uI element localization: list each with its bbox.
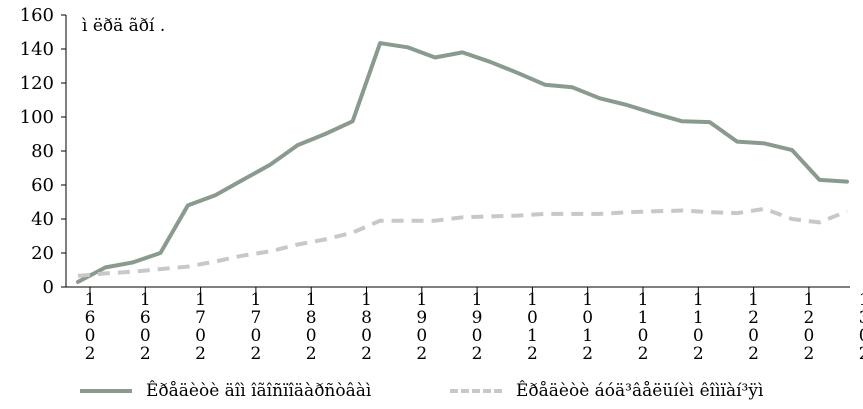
legend: Êðåäèòè äîì îãîñïîäàðñòâàì Êðåäèòè áóä³â… [0,376,863,406]
x-tick-label: 1302 [859,290,863,364]
series-line-2 [77,206,848,278]
y-tick-label: 80 [31,141,54,162]
y-tick-label: 0 [43,277,54,298]
line-chart: ì ëðä ãðí . 0 20 40 60 80 100 120 140 160 1 6 0 2 1 6 0… [20,5,863,364]
y-tick-label: 40 [31,209,54,230]
legend-label-series-2: Êðåäèòè áóä³âåëüíèì êîìïàí³ÿì [516,381,764,401]
legend-item-series-2: Êðåäèòè áóä³âåëüíèì êîìïàí³ÿì [450,376,763,406]
y-tick-label: 160 [20,5,54,26]
y-tick-label: 100 [20,107,54,128]
legend-label-series-1: Êðåäèòè äîì îãîñïîäàðñòâàì [146,381,372,401]
y-tick-label: 120 [20,73,54,94]
series-line-1 [76,41,849,284]
legend-swatch-series-2 [450,389,502,393]
legend-item-series-1: Êðåäèòè äîì îãîñïîäàðñòâàì [80,376,371,406]
y-unit-label: ì ëðä ãðí . [81,16,165,36]
y-tick-label: 20 [31,243,54,264]
legend-swatch-series-1 [80,389,132,393]
y-tick-label: 60 [31,175,54,196]
plot-area: 0 20 40 60 80 100 120 140 160 1 6 0 2 1 6 0 2 1 7 0 2 1 7 0 2 1 8 0… [20,5,863,364]
y-tick-label: 140 [20,39,54,60]
